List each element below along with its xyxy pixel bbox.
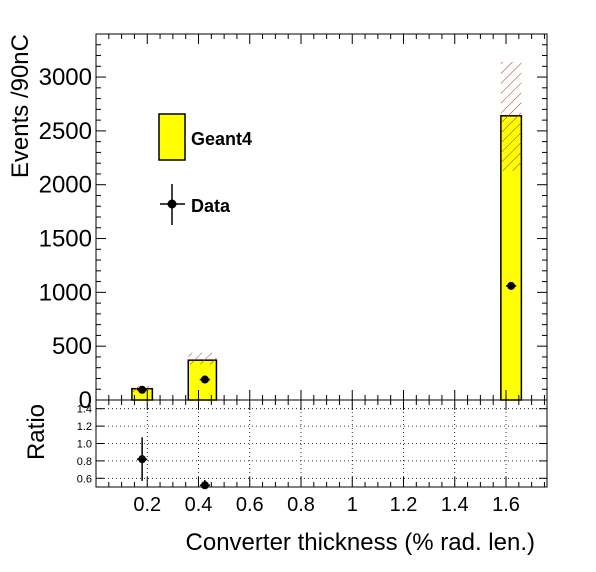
y-tick-label-5: 2500 [39,118,92,145]
ratio-y-tick-label-2: 1.0 [77,439,92,451]
data-point-1 [200,375,209,384]
y-tick-label-0: 0 [79,387,92,414]
y-tick-label-3: 1500 [39,226,92,253]
legend-geant4-label: Geant4 [191,129,252,149]
x-tick-label-0: 0.2 [133,494,161,516]
x-tick-label-1: 0.4 [185,494,213,516]
legend-data-marker [167,199,177,209]
geant4-uncertainty-band-2 [500,61,522,171]
x-tick-label-7: 1.6 [492,494,520,516]
x-tick-label-6: 1.4 [441,494,469,516]
y-axis-title: Events /90nC [7,34,34,178]
ratio-y-tick-label-3: 1.2 [77,421,92,433]
legend-data-label: Data [191,196,231,216]
y-tick-label-1: 500 [52,333,92,360]
data-point-2 [507,281,516,290]
geant4-uncertainty-band-1 [188,352,217,365]
ratio-point-1 [200,481,209,490]
x-tick-label-3: 0.8 [287,494,315,516]
x-axis-title: Converter thickness (% rad. len.) [186,529,535,556]
ratio-axis-title: Ratio [23,404,50,460]
x-tick-label-5: 1.2 [390,494,418,516]
y-tick-label-4: 2000 [39,172,92,199]
ratio-point-0 [138,455,147,464]
ratio-y-tick-label-4: 1.4 [77,404,92,416]
x-tick-label-4: 1 [347,494,358,516]
ratio-y-tick-label-1: 0.8 [77,456,92,468]
data-point-0 [138,385,147,394]
x-tick-label-2: 0.6 [236,494,264,516]
ratio-y-tick-label-0: 0.6 [77,473,92,485]
y-tick-label-2: 1000 [39,279,92,306]
ratio-plot-frame [95,399,548,488]
legend: Geant4 Data [158,113,252,225]
y-tick-label-6: 3000 [39,64,92,91]
upper-plot-frame [95,33,548,401]
legend-geant4-swatch [158,113,186,161]
